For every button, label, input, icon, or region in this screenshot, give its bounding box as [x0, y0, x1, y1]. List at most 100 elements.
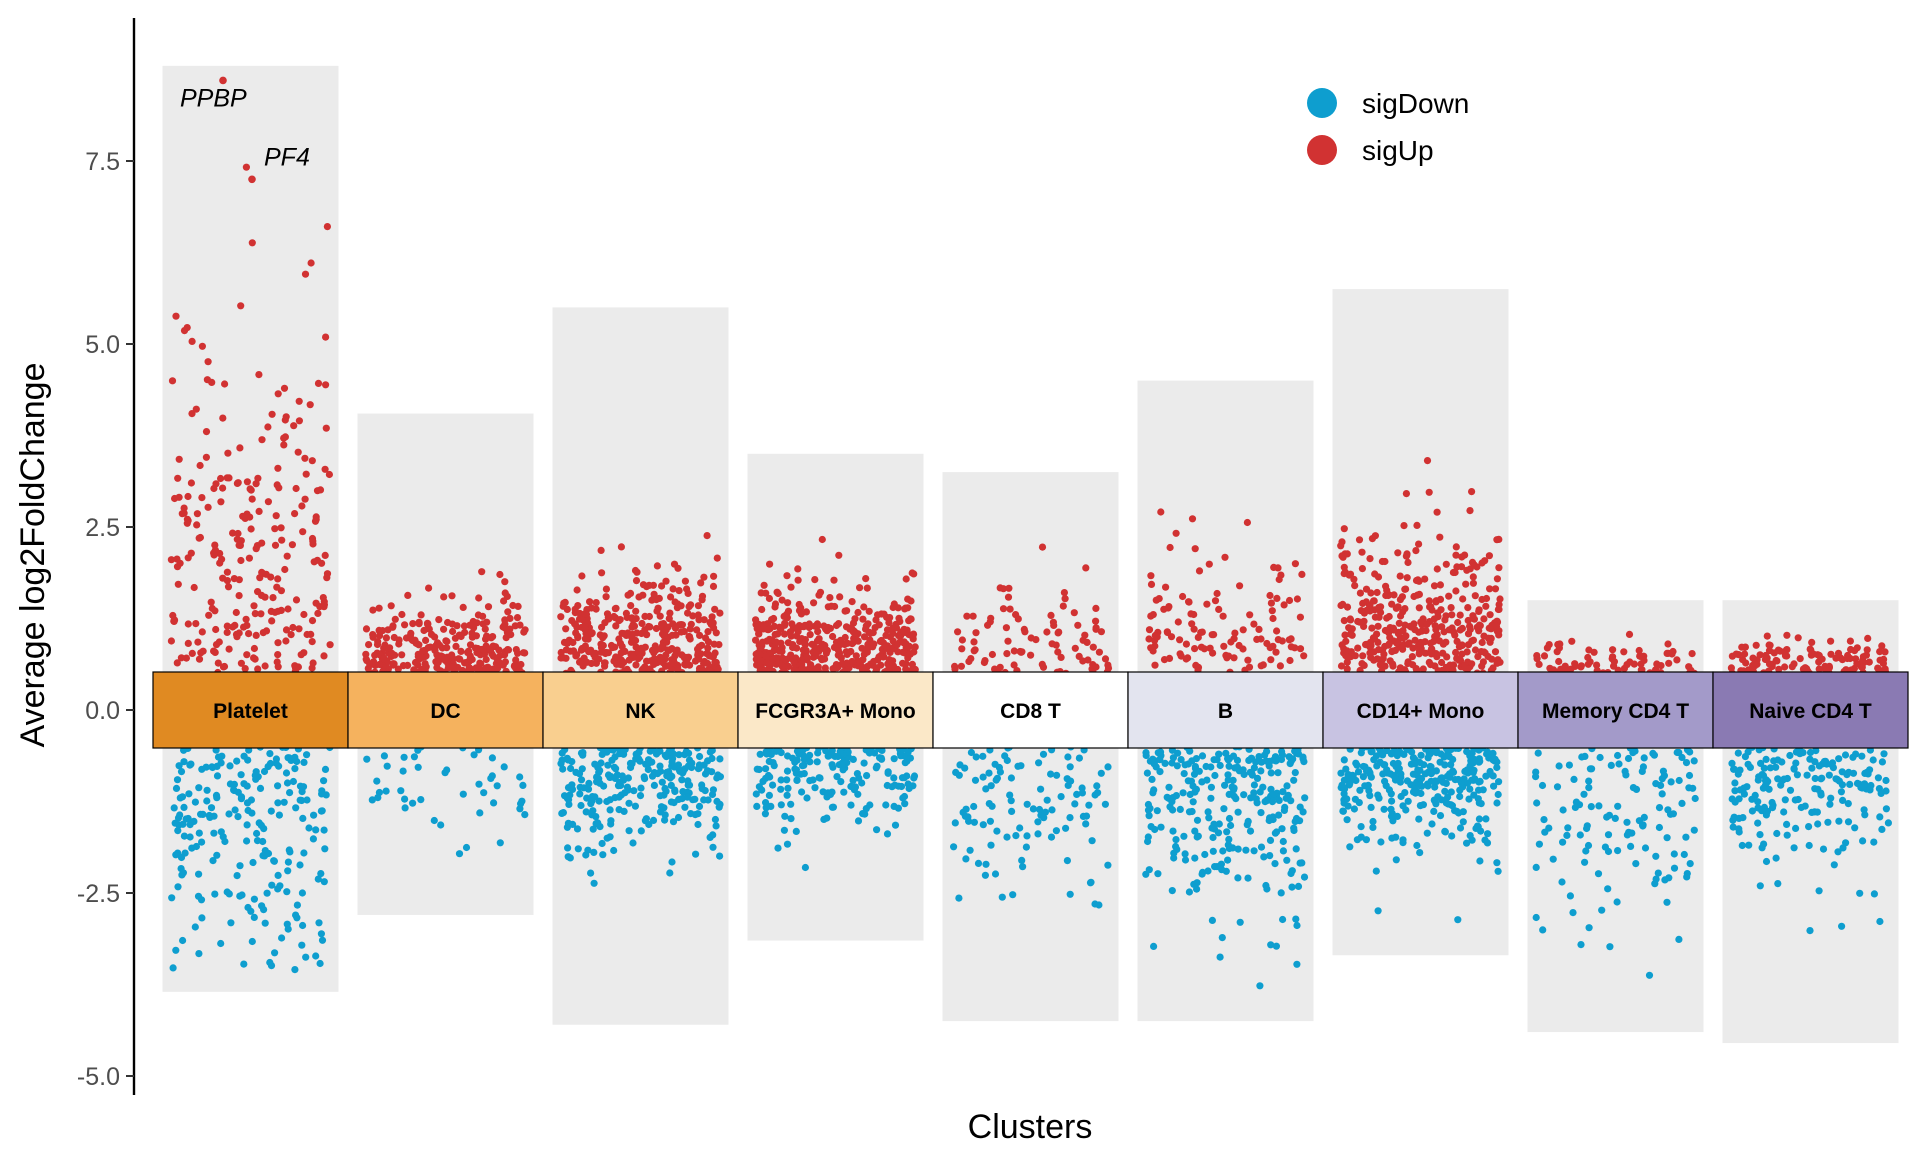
sigdown-point — [293, 901, 301, 909]
sigup-point — [1185, 598, 1193, 606]
sigup-point — [219, 484, 227, 492]
sigup-point — [674, 664, 682, 673]
sigup-point — [675, 587, 683, 595]
sigup-point — [1411, 636, 1419, 644]
sigup-point — [1774, 646, 1782, 654]
sigup-point — [1463, 648, 1471, 656]
sigup-point — [641, 663, 649, 671]
sigup-point — [255, 371, 263, 379]
sigdown-point — [172, 784, 181, 793]
sigdown-point — [873, 762, 881, 770]
sigdown-point — [649, 816, 658, 825]
sigdown-point — [1340, 756, 1348, 764]
sigup-point — [1147, 580, 1156, 589]
sigdown-point — [1233, 756, 1242, 765]
sigup-point — [710, 572, 718, 580]
sigup-point — [301, 454, 309, 462]
sigup-point — [1430, 582, 1439, 590]
sigup-point — [815, 591, 823, 599]
sigup-point — [183, 324, 191, 332]
sigup-point — [312, 515, 320, 524]
sigup-point — [1403, 574, 1411, 582]
sigup-point — [882, 631, 890, 640]
sigup-point — [1463, 566, 1471, 574]
sigup-point — [233, 535, 241, 543]
sigdown-point — [1244, 874, 1252, 882]
sigdown-point — [890, 774, 898, 782]
sigup-point — [1027, 634, 1035, 642]
sigup-point — [951, 665, 959, 673]
sigup-point — [708, 613, 716, 621]
sigdown-point — [1622, 771, 1630, 779]
sigup-point — [414, 661, 422, 669]
sigdown-point — [777, 785, 785, 793]
sigup-point — [1215, 605, 1223, 614]
sigup-point — [1020, 625, 1028, 634]
sigup-point — [1752, 641, 1760, 649]
sigdown-point — [979, 773, 987, 781]
sigup-point — [210, 484, 218, 493]
sigup-point — [171, 494, 179, 503]
sigdown-point — [1651, 880, 1659, 888]
sigup-point — [613, 660, 621, 668]
sigup-point — [696, 631, 704, 640]
sigup-point — [752, 616, 760, 624]
sigdown-point — [1399, 836, 1407, 844]
sigdown-point — [1267, 769, 1275, 777]
sigup-point — [1456, 656, 1464, 664]
sigup-point — [1253, 635, 1261, 644]
sigup-point — [694, 602, 703, 610]
sigdown-point — [985, 769, 993, 777]
sigdown-point — [1878, 825, 1886, 834]
sigdown-point — [1168, 798, 1176, 806]
sigup-point — [1061, 595, 1069, 603]
sigdown-point — [1463, 766, 1471, 774]
sigdown-point — [1604, 885, 1612, 893]
sigup-point — [1438, 658, 1446, 667]
sigup-point — [609, 644, 617, 652]
sigdown-point — [1372, 867, 1380, 875]
sigdown-point — [1191, 827, 1199, 835]
sigdown-point — [777, 801, 785, 809]
sigdown-point — [1346, 843, 1354, 851]
sigdown-point — [1473, 822, 1482, 830]
sigup-point — [712, 658, 720, 667]
sigup-point — [970, 638, 978, 646]
sigup-point — [773, 588, 781, 596]
sigup-point — [856, 584, 864, 592]
sigdown-point — [185, 790, 193, 798]
sigdown-point — [1690, 757, 1698, 765]
sigdown-point — [1180, 832, 1188, 840]
sigdown-point — [1340, 785, 1349, 793]
sigup-point — [382, 634, 390, 642]
sigdown-point — [1660, 772, 1668, 780]
sigdown-point — [578, 765, 586, 773]
sigdown-point — [598, 750, 606, 759]
sigdown-point — [1738, 841, 1746, 850]
sigup-point — [666, 609, 674, 617]
sigdown-point — [187, 760, 195, 768]
sigup-point — [632, 661, 640, 669]
sigup-point — [326, 641, 334, 649]
sigup-point — [662, 577, 670, 585]
sigdown-point — [606, 806, 614, 814]
sigdown-point — [1388, 810, 1396, 818]
sigdown-point — [564, 844, 572, 852]
sigdown-point — [635, 748, 643, 756]
sigup-point — [1807, 646, 1815, 654]
sigup-point — [1004, 593, 1013, 601]
sigup-point — [1557, 665, 1565, 673]
sigup-point — [280, 384, 289, 392]
sigdown-point — [801, 863, 810, 872]
sigup-point — [1273, 627, 1281, 635]
sigup-point — [234, 479, 242, 487]
cluster-cell-9 — [1712, 671, 1909, 749]
sigup-point — [1688, 650, 1696, 658]
sigdown-point — [1381, 777, 1389, 785]
sigup-points-cluster-4 — [752, 535, 919, 677]
sigdown-point — [1682, 759, 1691, 767]
sigup-point — [794, 576, 802, 584]
sigup-point — [292, 484, 300, 493]
cluster-label-strip: Platelet DC NK FCGR3A+ Mono CD8 T B CD14+ Mono… — [152, 671, 1909, 749]
sigdown-point — [1016, 824, 1024, 832]
